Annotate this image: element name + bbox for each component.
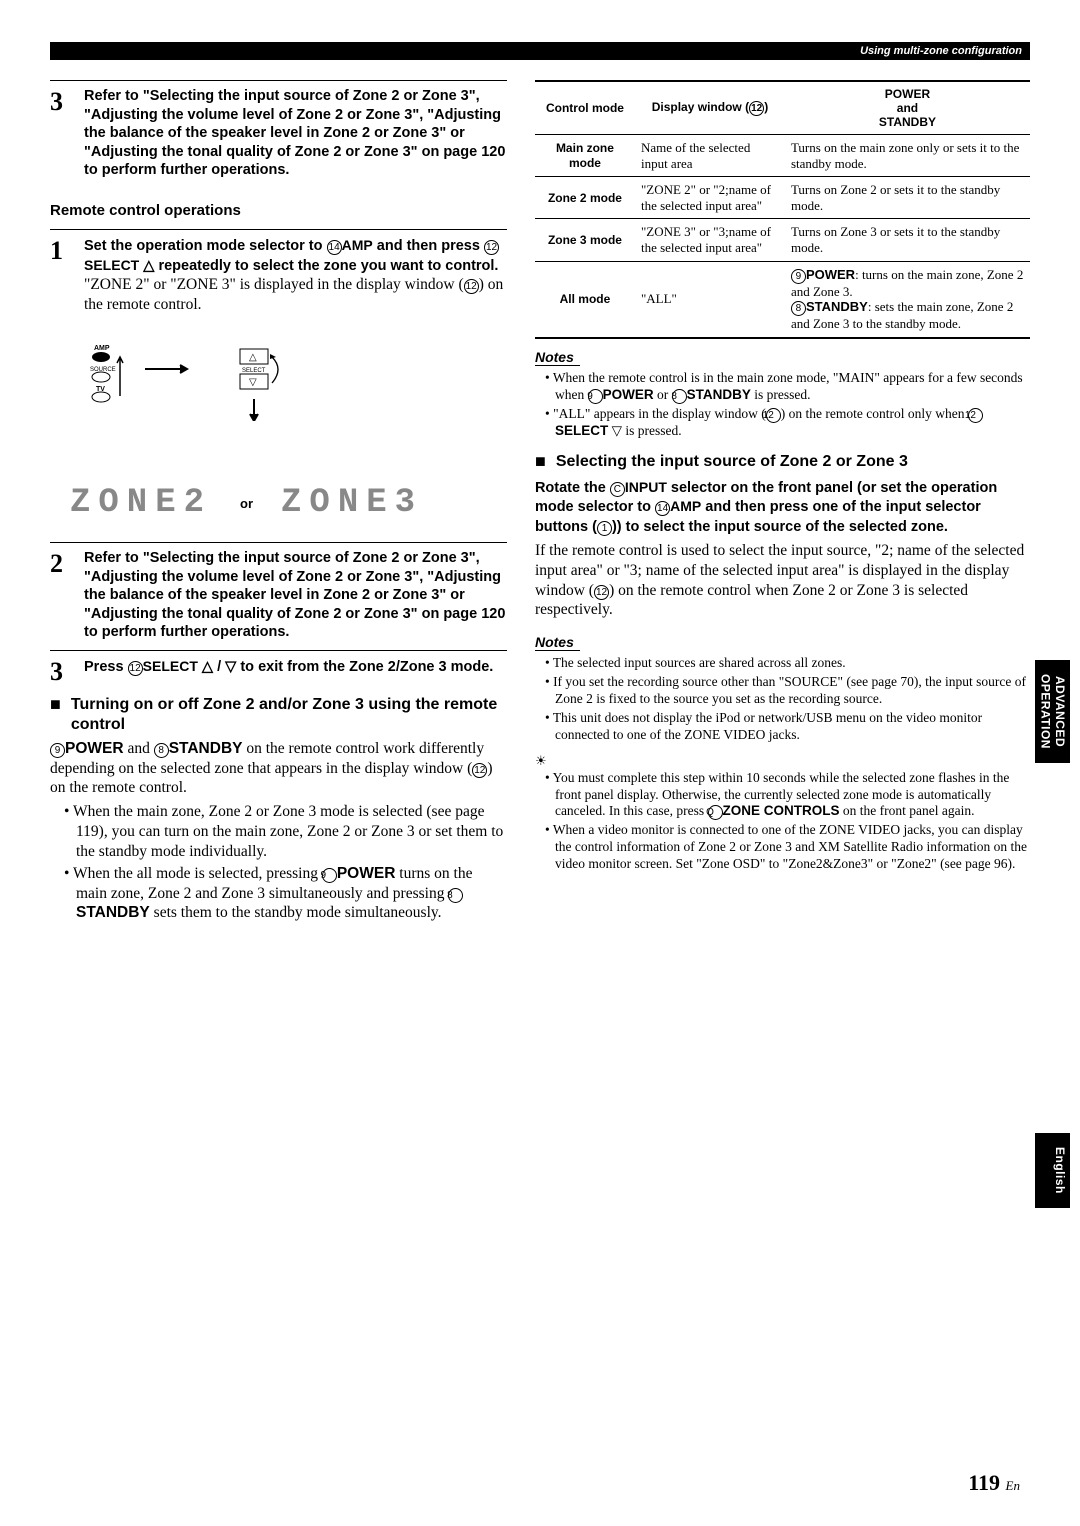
notes-label: Notes [535,349,580,366]
step3-text: Refer to "Selecting the input source of … [84,87,507,180]
bullet: When the all mode is selected, pressing … [64,864,507,923]
side-tabs: ADVANCEDOPERATION English [1035,660,1070,1208]
page-number: 119 En [968,1470,1020,1496]
zone-display: ZONE2 or ZONE3 [70,484,507,522]
left-column: 3 Refer to "Selecting the input source o… [50,80,507,925]
square-bullet: ■ [535,452,546,472]
tip-icon [535,752,1030,770]
step-number: 3 [50,657,70,687]
header-band: Using multi-zone configuration [50,42,1030,60]
square-bullet: ■ [50,695,61,715]
tab-advanced: ADVANCEDOPERATION [1035,660,1070,763]
selecting-heading: Selecting the input source of Zone 2 or … [556,452,908,472]
turning-heading: Turning on or off Zone 2 and/or Zone 3 u… [71,695,507,735]
step-number: 3 [50,87,70,180]
svg-text:△: △ [249,352,257,363]
remote-diagram: AMP SOURCE TV △ SELECT ▽ [90,341,350,421]
step-number: 1 [50,236,70,319]
remote-ops-heading: Remote control operations [50,202,507,219]
notes-label: Notes [535,634,580,651]
svg-text:▽: ▽ [249,377,257,388]
tab-english: English [1035,1133,1070,1208]
zone-table: Control mode Display window (12) POWER a… [535,80,1030,339]
step2-text: Refer to "Selecting the input source of … [84,549,507,642]
step-number: 2 [50,549,70,642]
bullet: When the main zone, Zone 2 or Zone 3 mod… [64,802,507,861]
header-section: Using multi-zone configuration [860,42,1022,60]
svg-text:AMP: AMP [94,345,110,352]
right-column: Control mode Display window (12) POWER a… [535,80,1030,925]
svg-text:SELECT: SELECT [242,368,266,374]
